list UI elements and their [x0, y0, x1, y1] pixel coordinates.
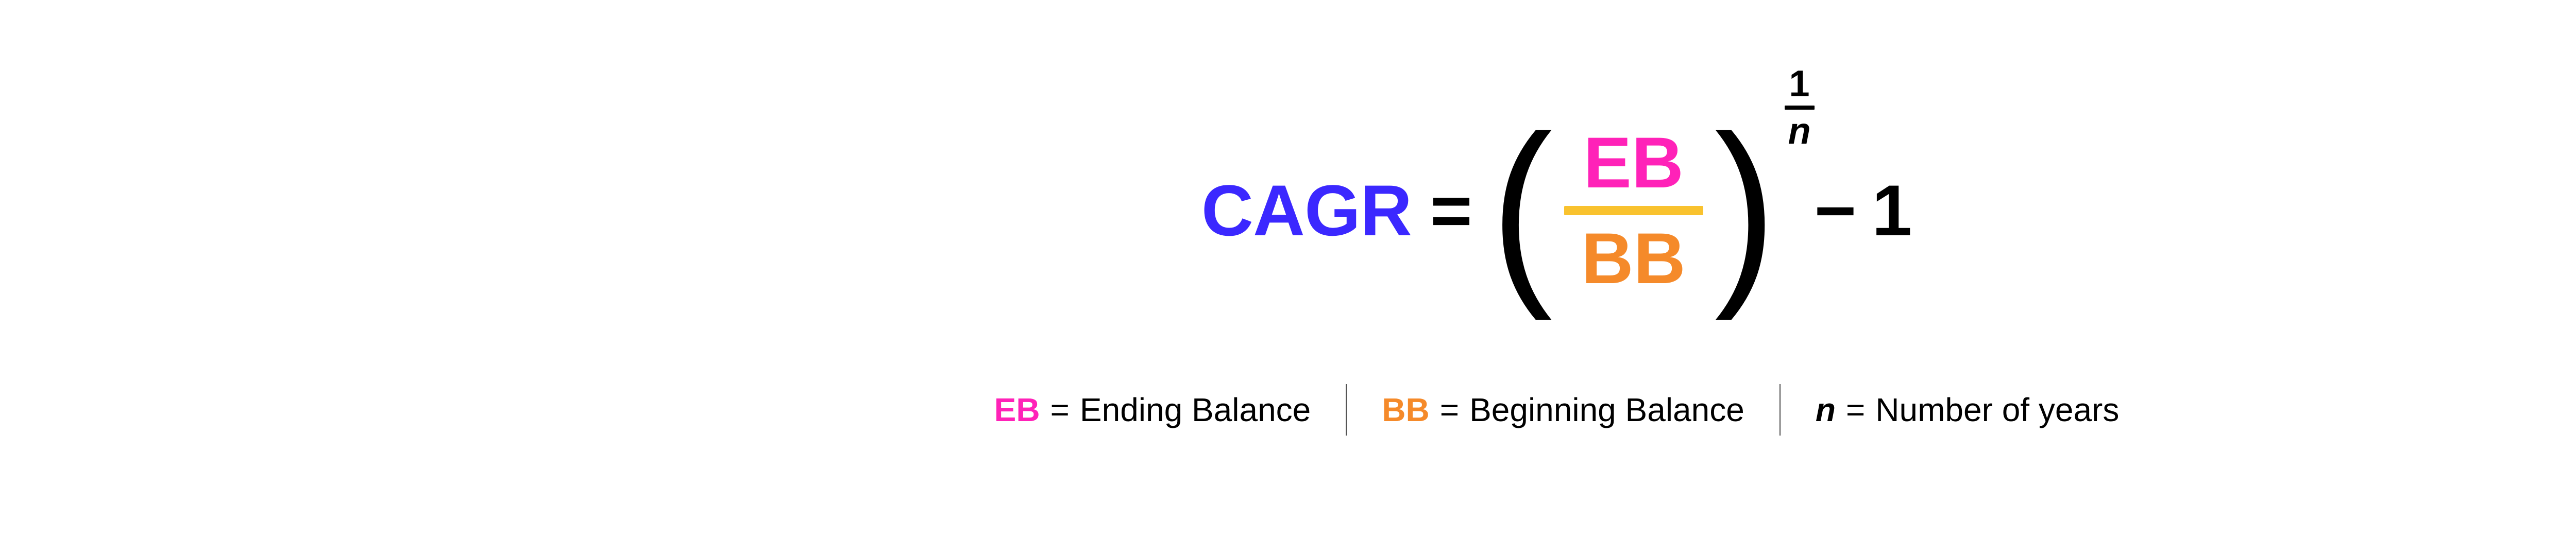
constant-one: 1: [1872, 169, 1912, 252]
fraction-numerator: EB: [1583, 119, 1683, 206]
equals-sign: =: [1430, 169, 1472, 252]
legend-item: n = Number of years: [1781, 391, 2155, 429]
exponent-denominator: n: [1788, 113, 1811, 150]
formula-lhs: CAGR: [1201, 169, 1412, 252]
formula-row: CAGR = ( EB BB ) 1 n − 1: [1201, 119, 1912, 302]
legend-item: EB = Ending Balance: [959, 391, 1346, 429]
exponent-numerator: 1: [1789, 65, 1810, 102]
legend-key: BB: [1382, 391, 1429, 429]
legend-key: EB: [994, 391, 1040, 429]
legend-row: EB = Ending Balance BB = Beginning Balance n = N…: [959, 384, 2155, 436]
fraction: EB BB: [1564, 119, 1703, 302]
exponent: 1 n: [1785, 65, 1815, 150]
legend-divider: [1346, 384, 1347, 436]
legend-value: Ending Balance: [1080, 391, 1311, 429]
legend-item: BB = Beginning Balance: [1347, 391, 1780, 429]
legend-value: Number of years: [1875, 391, 2119, 429]
fraction-bar: [1564, 206, 1703, 215]
legend-key: n: [1816, 391, 1836, 429]
legend-equals: =: [1440, 391, 1459, 429]
exponent-bar: [1785, 106, 1815, 110]
paren-group: ( EB BB ) 1 n: [1491, 119, 1815, 302]
minus-sign: −: [1815, 169, 1857, 252]
legend-equals: =: [1050, 391, 1070, 429]
legend-value: Beginning Balance: [1469, 391, 1744, 429]
fraction-denominator: BB: [1582, 215, 1686, 302]
legend-equals: =: [1846, 391, 1865, 429]
legend-divider: [1780, 384, 1781, 436]
